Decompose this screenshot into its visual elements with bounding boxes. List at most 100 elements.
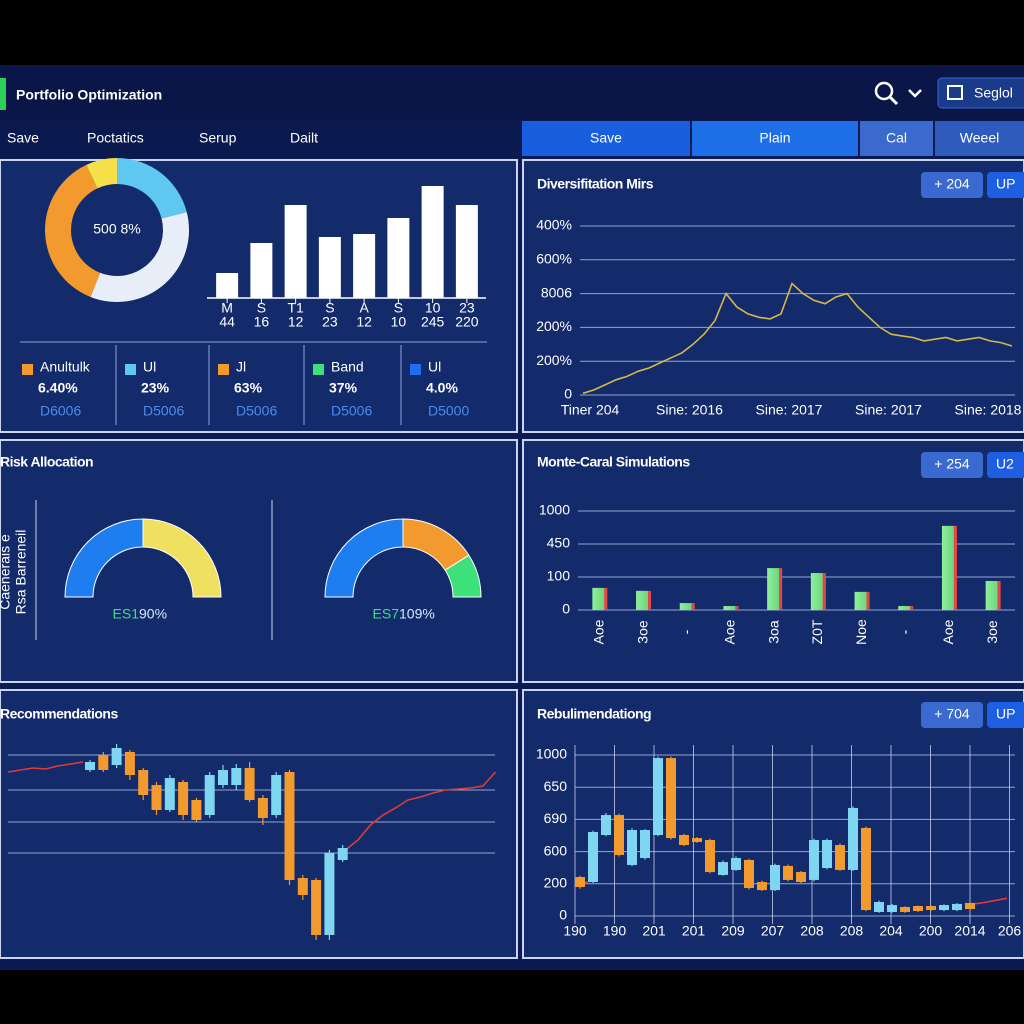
badge-label[interactable]: + 704	[934, 706, 970, 722]
badge[interactable]	[987, 172, 1024, 198]
x-tick-label: Tiner 204	[561, 402, 620, 418]
y-tick-label: 690	[544, 810, 568, 826]
candle-body	[874, 901, 884, 912]
tab-label[interactable]: Plain	[759, 130, 790, 146]
candle-body	[744, 859, 754, 888]
legend-swatch	[22, 364, 33, 375]
x-tick-label: 201	[682, 923, 706, 939]
candle-body	[900, 906, 910, 912]
x-tick-label: 3oe	[984, 620, 1000, 644]
y-tick-label: 400%	[536, 217, 572, 233]
menu-item[interactable]: Save	[7, 130, 39, 146]
candle-body	[588, 831, 598, 883]
stat-sub: D5000	[428, 403, 469, 419]
donut-segment	[117, 158, 187, 219]
tab[interactable]	[935, 121, 1024, 156]
tab-label[interactable]: Cal	[886, 130, 907, 146]
menu-item[interactable]: Serup	[199, 130, 237, 146]
y-tick-label: 650	[544, 778, 568, 794]
x-tick-label: S	[394, 300, 403, 316]
search-icon[interactable]	[874, 81, 894, 101]
side-label: Rsa Barreneil	[13, 530, 29, 615]
badge-label[interactable]: UP	[996, 706, 1015, 722]
tab[interactable]	[692, 121, 858, 156]
candle-body	[138, 770, 149, 795]
panel-title: Recommendations	[0, 706, 118, 722]
tab-label[interactable]: Save	[590, 130, 622, 146]
badge[interactable]	[921, 172, 983, 198]
candle-body	[151, 785, 162, 810]
x-tick-label: -	[678, 629, 694, 634]
x-tick-label: 208	[800, 923, 824, 939]
tab[interactable]	[860, 121, 933, 156]
candle-body	[271, 775, 282, 815]
stat-sub: D5006	[331, 403, 372, 419]
x-tick-label: S	[257, 300, 266, 316]
candle-body	[952, 903, 962, 911]
bar	[854, 591, 870, 610]
badge-label[interactable]: UP	[996, 176, 1015, 192]
y-tick-label: 600	[544, 842, 568, 858]
bar	[592, 587, 608, 610]
bar	[455, 205, 478, 298]
y-tick-label: 0	[564, 386, 572, 402]
x-tick-label: 204	[879, 923, 903, 939]
stat-value: 23%	[141, 380, 170, 396]
candle-body	[731, 858, 741, 870]
x-tick-label: 10	[425, 300, 441, 316]
badge-label[interactable]: + 204	[934, 176, 970, 192]
stat-label: Anultulk	[40, 359, 91, 375]
x-tick-label: 190	[563, 923, 587, 939]
x-tick-label: Aoe	[940, 619, 956, 644]
x-tick-label: 208	[840, 923, 864, 939]
candle-body	[311, 880, 322, 935]
x-tick-label: Sine: 2017	[855, 402, 922, 418]
tab-label[interactable]: Weeel	[960, 130, 999, 146]
badge[interactable]	[987, 702, 1024, 728]
header-button-icon	[947, 85, 963, 100]
dropdown-chevron[interactable]	[908, 89, 922, 98]
candle-body	[666, 758, 676, 839]
candle-body	[337, 848, 348, 860]
bar	[985, 580, 1001, 610]
panel-title: Monte-Caral Simulations	[537, 454, 690, 470]
menu-item[interactable]: Dailt	[290, 130, 318, 146]
donut-segment	[44, 164, 101, 297]
candle-body	[244, 768, 255, 800]
x-tick-label: Noe	[853, 619, 869, 645]
panel	[0, 689, 518, 959]
badge[interactable]	[921, 702, 983, 728]
x-tick-label: Aoe	[722, 619, 738, 644]
badge[interactable]	[921, 452, 983, 478]
candle-body	[770, 864, 780, 891]
badge-label[interactable]: + 254	[934, 456, 970, 472]
tab[interactable]	[522, 121, 690, 156]
bar	[387, 218, 410, 298]
x-sub-label: 220	[455, 314, 479, 330]
y-tick-label: 8006	[541, 284, 572, 300]
gauge-segment	[142, 518, 222, 598]
candle-body	[757, 882, 767, 891]
bar	[941, 525, 957, 610]
legend-swatch	[410, 364, 421, 375]
x-sub-label: 12	[288, 314, 304, 330]
x-tick-label: 200	[919, 923, 943, 939]
bar	[723, 606, 739, 610]
candle-body	[796, 872, 806, 883]
x-sub-label: 245	[421, 314, 445, 330]
y-tick-label: 450	[547, 535, 571, 551]
header-button-label[interactable]: Seglol	[974, 85, 1013, 101]
app-title: Portfolio Optimization	[16, 87, 162, 103]
bar	[898, 606, 914, 610]
candle-body	[783, 865, 793, 880]
candle-body	[204, 775, 215, 815]
candle-body	[614, 815, 624, 855]
donut-label: 500 8%	[93, 221, 140, 237]
badge[interactable]	[987, 452, 1024, 478]
panel-title: Risk Allocation	[0, 454, 93, 470]
badge-label[interactable]: U2	[996, 456, 1014, 472]
stat-sub: D5006	[236, 403, 277, 419]
candle-body	[191, 800, 202, 820]
menu-item[interactable]: Poctatics	[87, 130, 144, 146]
x-tick-label: 201	[642, 923, 666, 939]
